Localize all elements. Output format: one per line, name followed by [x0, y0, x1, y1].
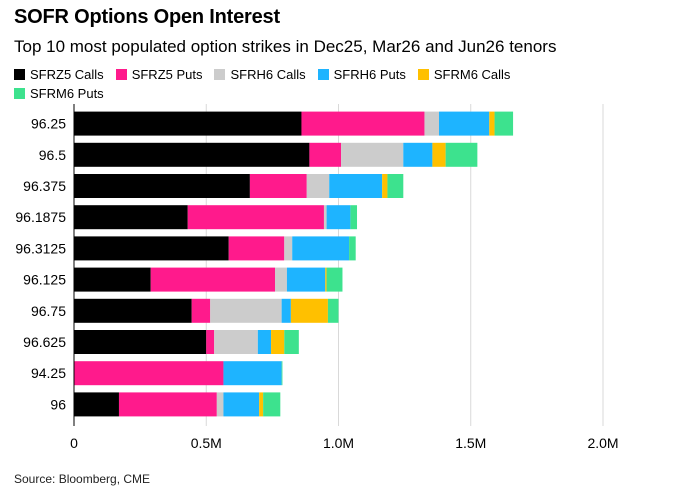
category-label: 94.25: [31, 365, 66, 381]
bar-segment: [301, 111, 425, 136]
bar-segment: [325, 267, 327, 292]
category-label: 96.5: [39, 147, 66, 163]
bar-segment: [309, 142, 342, 167]
legend-item: SFRM6 Calls: [417, 65, 511, 84]
bar-segment: [223, 392, 260, 417]
bar-segment: [74, 236, 229, 261]
bar-segment: [206, 330, 215, 354]
bar-segment: [327, 298, 339, 323]
legend-item: SFRM6 Puts: [14, 84, 104, 103]
bar-segment: [326, 205, 351, 230]
legend-swatch: [317, 69, 329, 80]
legend-item: SFRZ5 Calls: [14, 65, 104, 84]
legend-item: SFRZ5 Puts: [115, 65, 203, 84]
bar-segment: [403, 142, 433, 167]
stacked-bar-chart: 96.25 96.5 96.375 96.1875 96.3125 96.125 96.75…: [15, 104, 619, 451]
bar-segment: [74, 361, 224, 386]
legend-swatch: [417, 69, 429, 80]
bar-segment: [494, 111, 514, 136]
legend-label: SFRM6 Calls: [433, 67, 511, 82]
bar-segment: [74, 205, 188, 230]
bar-segment: [74, 111, 302, 136]
bar-segment: [445, 142, 478, 167]
legend-swatch: [14, 69, 25, 80]
bar-segment: [74, 330, 207, 354]
bar-segment: [259, 392, 264, 417]
bar-segment: [281, 361, 283, 386]
bar-segment: [74, 174, 250, 198]
legend-label: SFRZ5 Calls: [30, 67, 104, 82]
chart-subtitle: Top 10 most populated option strikes in …: [14, 37, 557, 56]
category-label: 96.375: [23, 178, 66, 194]
bar-segment: [191, 298, 211, 323]
bar-segment: [118, 392, 217, 417]
bar-segment: [74, 392, 119, 417]
bar-segment: [223, 361, 282, 386]
legend: SFRZ5 Calls SFRZ5 Puts SFRH6 Calls SFRH6 Pu…: [14, 65, 574, 103]
bar-segment: [150, 267, 276, 292]
bar-segment: [350, 205, 358, 230]
legend-label: SFRH6 Puts: [333, 67, 406, 82]
bar-segment: [286, 267, 326, 292]
bar-segment: [284, 236, 293, 261]
bar-segment: [349, 236, 356, 261]
bar-segment: [387, 174, 404, 198]
bar-segment: [489, 111, 495, 136]
bar-segment: [329, 174, 383, 198]
bar-segment: [74, 142, 310, 167]
bar-segment: [228, 236, 285, 261]
bar-segment: [187, 205, 324, 230]
bar-segment: [271, 330, 285, 354]
legend-swatch: [14, 88, 25, 99]
x-tick-label: 0.5M: [191, 435, 222, 451]
bar-segment: [326, 267, 343, 292]
bar-segment: [290, 298, 328, 323]
legend-swatch: [115, 69, 127, 80]
category-label: 96.75: [31, 303, 66, 319]
bar-segment: [210, 298, 282, 323]
category-label: 96.625: [23, 334, 66, 350]
category-label: 96: [50, 396, 66, 412]
bar-segment: [257, 330, 272, 354]
source-note: Source: Bloomberg, CME: [14, 472, 151, 486]
x-tick-label: 1.0M: [323, 435, 354, 451]
legend-item: SFRH6 Calls: [214, 65, 306, 84]
category-label: 96.25: [31, 116, 66, 132]
bar-segment: [382, 174, 388, 198]
category-label: 96.125: [23, 272, 66, 288]
chart-title: SOFR Options Open Interest: [14, 6, 280, 28]
bar-segment: [249, 174, 307, 198]
bar-segment: [263, 392, 281, 417]
x-tick-label: 2.0M: [587, 435, 618, 451]
bar-segment: [216, 392, 224, 417]
bar-segment: [281, 298, 291, 323]
legend-swatch: [214, 69, 226, 80]
bar-segment: [306, 174, 330, 198]
x-tick-label: 1.5M: [455, 435, 486, 451]
bar-segment: [424, 111, 440, 136]
legend-label: SFRH6 Calls: [230, 67, 306, 82]
legend-item: SFRH6 Puts: [317, 65, 406, 84]
bar-segment: [74, 267, 151, 292]
bar-segment: [341, 142, 404, 167]
bar-segment: [214, 330, 258, 354]
legend-label: SFRZ5 Puts: [131, 67, 203, 82]
bar-segment: [74, 298, 192, 323]
bar-segment: [439, 111, 490, 136]
category-label: 96.3125: [15, 240, 66, 256]
bar-segment: [432, 142, 446, 167]
bar-segment: [323, 205, 327, 230]
legend-label: SFRM6 Puts: [30, 86, 104, 101]
bar-segment: [284, 330, 299, 354]
bar-segment: [292, 236, 350, 261]
category-label: 96.1875: [15, 209, 66, 225]
x-tick-label: 0: [70, 435, 78, 451]
bar-segment: [275, 267, 287, 292]
